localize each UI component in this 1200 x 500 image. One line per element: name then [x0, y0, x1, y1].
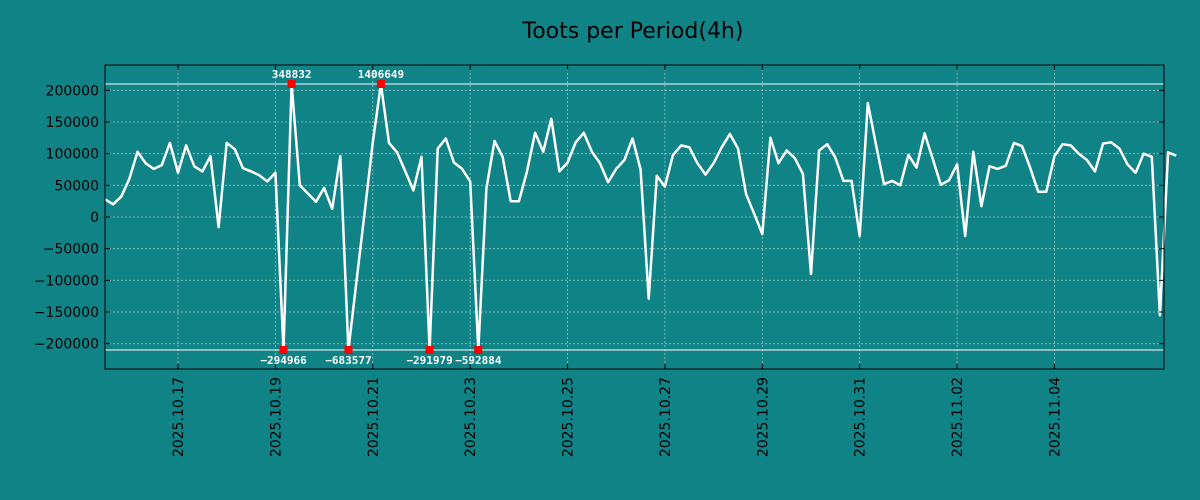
- outlier-marker: [279, 346, 288, 354]
- y-tick-label: 100000: [46, 147, 99, 163]
- outlier-markers: [279, 80, 483, 354]
- x-tick-label: 2025.10.31: [853, 377, 869, 457]
- x-tick-label: 2025.10.17: [171, 377, 187, 457]
- outlier-marker: [376, 80, 385, 88]
- y-tick-label: 200000: [46, 83, 99, 99]
- outlier-marker: [287, 80, 296, 88]
- x-tick-label: 2025.11.04: [1047, 377, 1063, 457]
- y-tick-label: 50000: [54, 178, 99, 194]
- outlier-label: −291979: [406, 354, 452, 367]
- x-tick-label: 2025.10.25: [561, 377, 577, 457]
- x-tick-label: 2025.10.21: [366, 377, 382, 457]
- y-tick-label: −100000: [34, 273, 99, 289]
- outlier-labels: −294966 348832 −683577 1406649 −291979 −59288…: [260, 68, 501, 367]
- y-tick-label: −150000: [34, 305, 99, 321]
- x-tick-label: 2025.10.29: [755, 377, 771, 457]
- x-tick-label: 2025.10.19: [268, 377, 284, 457]
- outlier-marker: [474, 346, 483, 354]
- y-tick-label: 150000: [46, 115, 99, 131]
- x-axis: 2025.10.17 2025.10.19 2025.10.21 2025.10.23…: [171, 65, 1063, 457]
- outlier-label: −592884: [455, 354, 502, 367]
- outlier-marker: [425, 346, 434, 354]
- outlier-marker: [344, 346, 353, 354]
- chart-title: Toots per Period(4h): [522, 19, 744, 44]
- y-tick-label: −50000: [43, 242, 99, 258]
- y-axis: 200000 150000 100000 50000 0 −50000 −100000 −15…: [34, 83, 1164, 353]
- outlier-label: −294966: [260, 354, 307, 367]
- x-tick-label: 2025.11.02: [950, 377, 966, 457]
- outlier-label: −683577: [325, 354, 371, 367]
- outlier-label: 1406649: [358, 68, 404, 81]
- x-tick-label: 2025.10.27: [658, 377, 674, 457]
- y-tick-label: −200000: [34, 337, 99, 353]
- outlier-label: 348832: [272, 68, 312, 81]
- x-tick-label: 2025.10.23: [463, 377, 479, 457]
- y-tick-label: 0: [90, 210, 99, 226]
